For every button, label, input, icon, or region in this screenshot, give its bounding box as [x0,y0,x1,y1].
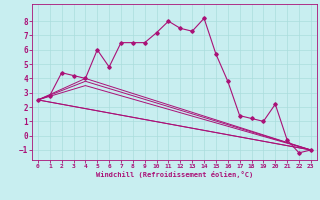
X-axis label: Windchill (Refroidissement éolien,°C): Windchill (Refroidissement éolien,°C) [96,171,253,178]
